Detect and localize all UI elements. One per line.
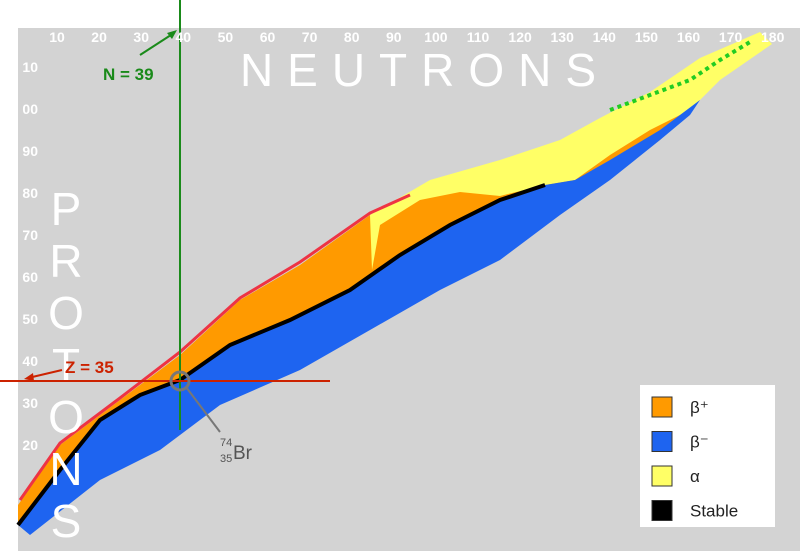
y-tick-label: 60	[22, 269, 38, 285]
neutron-label: N = 39	[103, 65, 154, 84]
y-tick-label: 00	[22, 101, 38, 117]
legend-label: β⁻	[690, 433, 709, 452]
x-tick-label: 30	[133, 29, 149, 45]
x-tick-label: 70	[302, 29, 318, 45]
x-tick-label: 80	[344, 29, 360, 45]
x-tick-label: 180	[761, 29, 785, 45]
y-tick-label: 30	[22, 395, 38, 411]
x-tick-label: 60	[260, 29, 276, 45]
alpha-region	[370, 32, 772, 270]
arrow	[139, 32, 175, 56]
x-tick-label: 130	[551, 29, 575, 45]
arrow	[27, 369, 63, 379]
x-tick-label: 10	[49, 29, 65, 45]
legend-swatch	[651, 431, 673, 452]
x-tick-label: 170	[719, 29, 743, 45]
y-tick-label: 80	[22, 185, 38, 201]
x-tick-label: 20	[91, 29, 107, 45]
x-tick-label: 90	[386, 29, 402, 45]
element-symbol: Br	[233, 443, 253, 464]
x-tick-label: 100	[424, 29, 448, 45]
x-title: NEUTRONS	[240, 44, 610, 96]
mass-number: 74	[220, 437, 232, 449]
y-tick-label: 20	[22, 437, 38, 453]
y-tick-label: 40	[22, 353, 38, 369]
arrow-head	[167, 30, 177, 39]
nuclide-marker	[169, 370, 191, 392]
proton-dripline	[18, 193, 411, 501]
legend-swatch	[651, 396, 673, 418]
beta-minus-region	[18, 100, 700, 535]
leader-line	[185, 386, 221, 433]
x-tick-label: 120	[508, 29, 532, 45]
y-tick-label: 10	[22, 59, 38, 75]
proton-label: Z = 35	[65, 358, 114, 377]
stable-line	[16, 183, 546, 527]
legend-swatch	[651, 465, 673, 487]
legend-swatch	[651, 500, 673, 521]
x-tick-label: 140	[593, 29, 617, 45]
legend-label: β⁺	[690, 398, 709, 417]
legend-label: Stable	[690, 502, 738, 521]
y-tick-label: 90	[22, 143, 38, 159]
y-tick-label: 50	[22, 311, 38, 327]
x-tick-label: 160	[677, 29, 701, 45]
x-tick-label: 40	[176, 29, 192, 45]
x-tick-label: 50	[218, 29, 234, 45]
atomic-number: 35	[220, 453, 232, 465]
x-tick-label: 150	[635, 29, 659, 45]
arrow-head	[24, 373, 34, 381]
legend-label: α	[690, 467, 700, 486]
y-tick-label: 70	[22, 227, 38, 243]
x-tick-label: 110	[467, 29, 490, 45]
